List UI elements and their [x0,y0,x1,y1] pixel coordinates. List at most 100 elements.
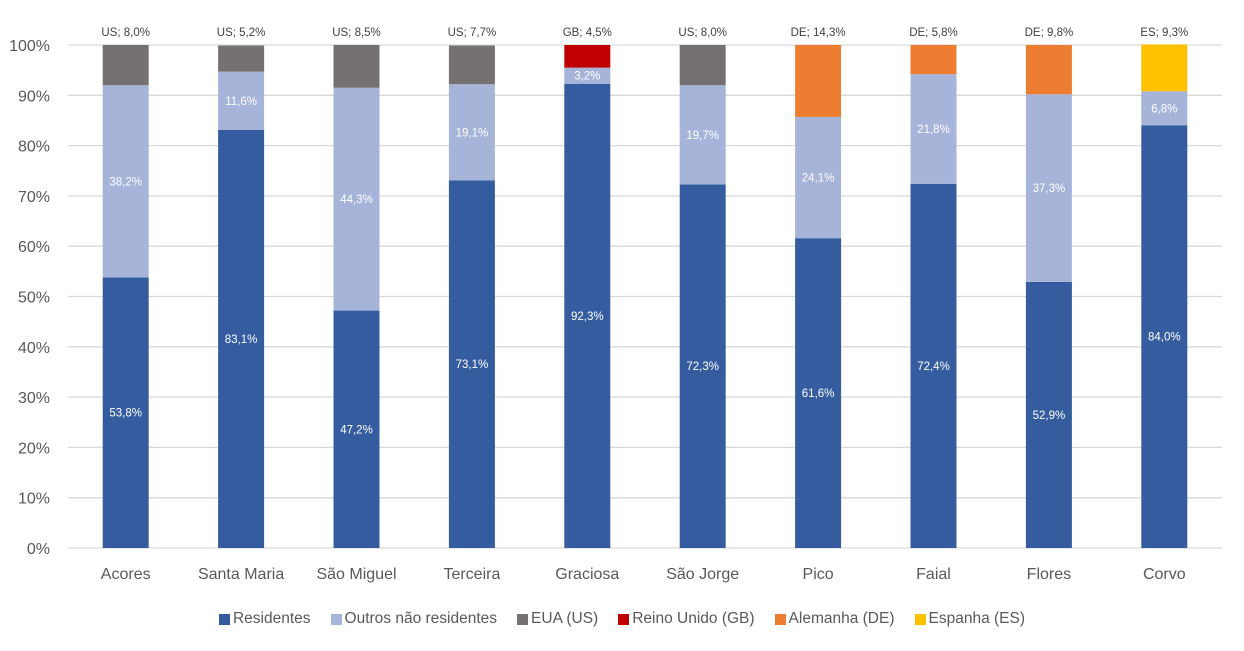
bar-segment[interactable] [1141,125,1188,548]
y-tick-label: 60% [18,239,50,256]
bars [102,44,1188,549]
x-tick-label: Corvo [1143,566,1186,583]
legend-label: Espanha (ES) [928,610,1026,627]
bar-segment[interactable] [1025,94,1072,282]
y-tick-label: 0% [27,541,50,558]
y-axis-ticks: 0% 10% 20% 30% 40% 50% 60% 70% 80% 90% 100% [9,38,50,558]
bar-segment[interactable] [102,45,149,86]
y-tick-label: 70% [18,189,50,206]
legend-swatch [330,613,342,625]
bar-data-label: 92,3% [571,311,604,323]
bar-data-label: 72,3% [686,361,719,373]
legend-item-espanha[interactable]: Espanha (ES) [914,610,1026,628]
bar-data-label: 83,1% [225,334,258,346]
legend-swatch [618,613,630,625]
legend-label: Residentes [232,610,311,627]
bar-data-label: 44,3% [340,194,373,206]
top-data-label: ES; 9,3% [1140,27,1188,39]
bar-segment[interactable] [1141,91,1188,126]
bar-data-label: 21,8% [917,124,950,136]
x-axis-ticks: Acores Santa Maria São Miguel Terceira Graci… [101,566,1186,583]
x-tick-label: Pico [803,566,834,583]
stacked-bar-chart: 0% 10% 20% 30% 40% 50% 60% 70% 80% 90% 100% 53,8% 3… [9,27,1222,583]
data-labels: 53,8% 38,2% US; 8,0% 83,1% 11,6% US; 5,2% 47,2… [101,27,1188,436]
bar-data-label: 84,0% [1148,332,1181,344]
bar-segment[interactable] [679,184,726,548]
bar-segment[interactable] [102,277,149,548]
bar-segment[interactable] [564,45,611,68]
bar-data-label: 19,7% [686,130,719,142]
top-data-label: GB; 4,5% [563,27,612,39]
bar-data-label: 53,8% [109,408,142,420]
legend-item-eua[interactable]: EUA (US) [517,610,598,628]
legend-label: Alemanha (DE) [788,610,895,627]
top-data-label: US; 7,7% [448,27,497,39]
legend-label: Reino Unido (GB) [632,610,755,627]
bar-data-label: 19,1% [456,127,489,139]
x-tick-label: Santa Maria [198,566,284,583]
bar-segment[interactable] [102,85,149,278]
bar-segment[interactable] [218,71,265,131]
bar-segment[interactable] [795,45,842,117]
bar-data-label: 38,2% [109,176,142,188]
bar-segment[interactable] [333,45,380,88]
bar-data-label: 3,2% [574,71,600,83]
top-data-label: US; 5,2% [217,27,266,39]
bar-segment[interactable] [1025,45,1072,95]
chart-legend: Residentes Outros não residentes EUA (US… [0,610,1244,628]
legend-label: EUA (US) [531,610,599,627]
bar-segment[interactable] [679,45,726,86]
x-tick-label: Faial [916,566,951,583]
bar-segment[interactable] [1025,281,1072,548]
bar-segment[interactable] [218,45,265,72]
bar-data-label: 11,6% [225,96,257,108]
top-data-label: DE; 5,8% [909,27,958,39]
bar-segment[interactable] [910,45,957,75]
top-data-label: US; 8,0% [101,27,150,39]
bar-data-label: 61,6% [802,388,835,400]
bar-segment[interactable] [448,180,495,548]
top-data-label: DE; 14,3% [791,27,846,39]
bar-data-label: 6,8% [1151,103,1177,115]
legend-swatch [218,613,230,625]
legend-item-alemanha[interactable]: Alemanha (DE) [774,610,895,628]
bar-data-label: 37,3% [1033,183,1066,195]
x-tick-label: Graciosa [555,566,619,583]
y-tick-label: 90% [18,88,50,105]
legend-swatch [774,613,786,625]
top-data-label: US; 8,5% [332,27,381,39]
y-tick-label: 80% [18,139,50,156]
legend-label: Outros não residentes [344,610,498,627]
legend-item-outros[interactable]: Outros não residentes [330,610,498,628]
y-tick-label: 30% [18,390,50,407]
legend-item-reino-unido[interactable]: Reino Unido (GB) [618,610,755,628]
bar-data-label: 52,9% [1033,410,1066,422]
bar-data-label: 24,1% [802,173,835,185]
bar-segment[interactable] [1141,44,1188,92]
bar-segment[interactable] [218,130,265,548]
bar-segment[interactable] [448,45,495,85]
bar-segment[interactable] [795,238,842,549]
bar-segment[interactable] [910,183,957,548]
bar-data-label: 73,1% [456,359,489,371]
legend-swatch [517,613,529,625]
bar-segment[interactable] [333,87,380,311]
bar-segment[interactable] [333,310,380,548]
legend-swatch [914,613,926,625]
x-tick-label: Terceira [443,566,500,583]
bar-segment[interactable] [564,83,611,548]
y-tick-label: 40% [18,340,50,357]
bar-data-label: 47,2% [340,424,373,436]
bar-segment[interactable] [448,84,495,181]
bar-segment[interactable] [910,74,957,184]
x-tick-label: Acores [101,566,151,583]
y-tick-label: 50% [18,290,50,307]
bar-segment[interactable] [564,67,611,84]
y-tick-label: 20% [18,440,50,457]
top-data-label: US; 8,0% [678,27,727,39]
x-tick-label: Flores [1027,566,1071,583]
legend-item-residentes[interactable]: Residentes [218,610,311,628]
bar-segment[interactable] [679,85,726,185]
bar-segment[interactable] [795,116,842,239]
y-tick-label: 100% [9,38,50,55]
